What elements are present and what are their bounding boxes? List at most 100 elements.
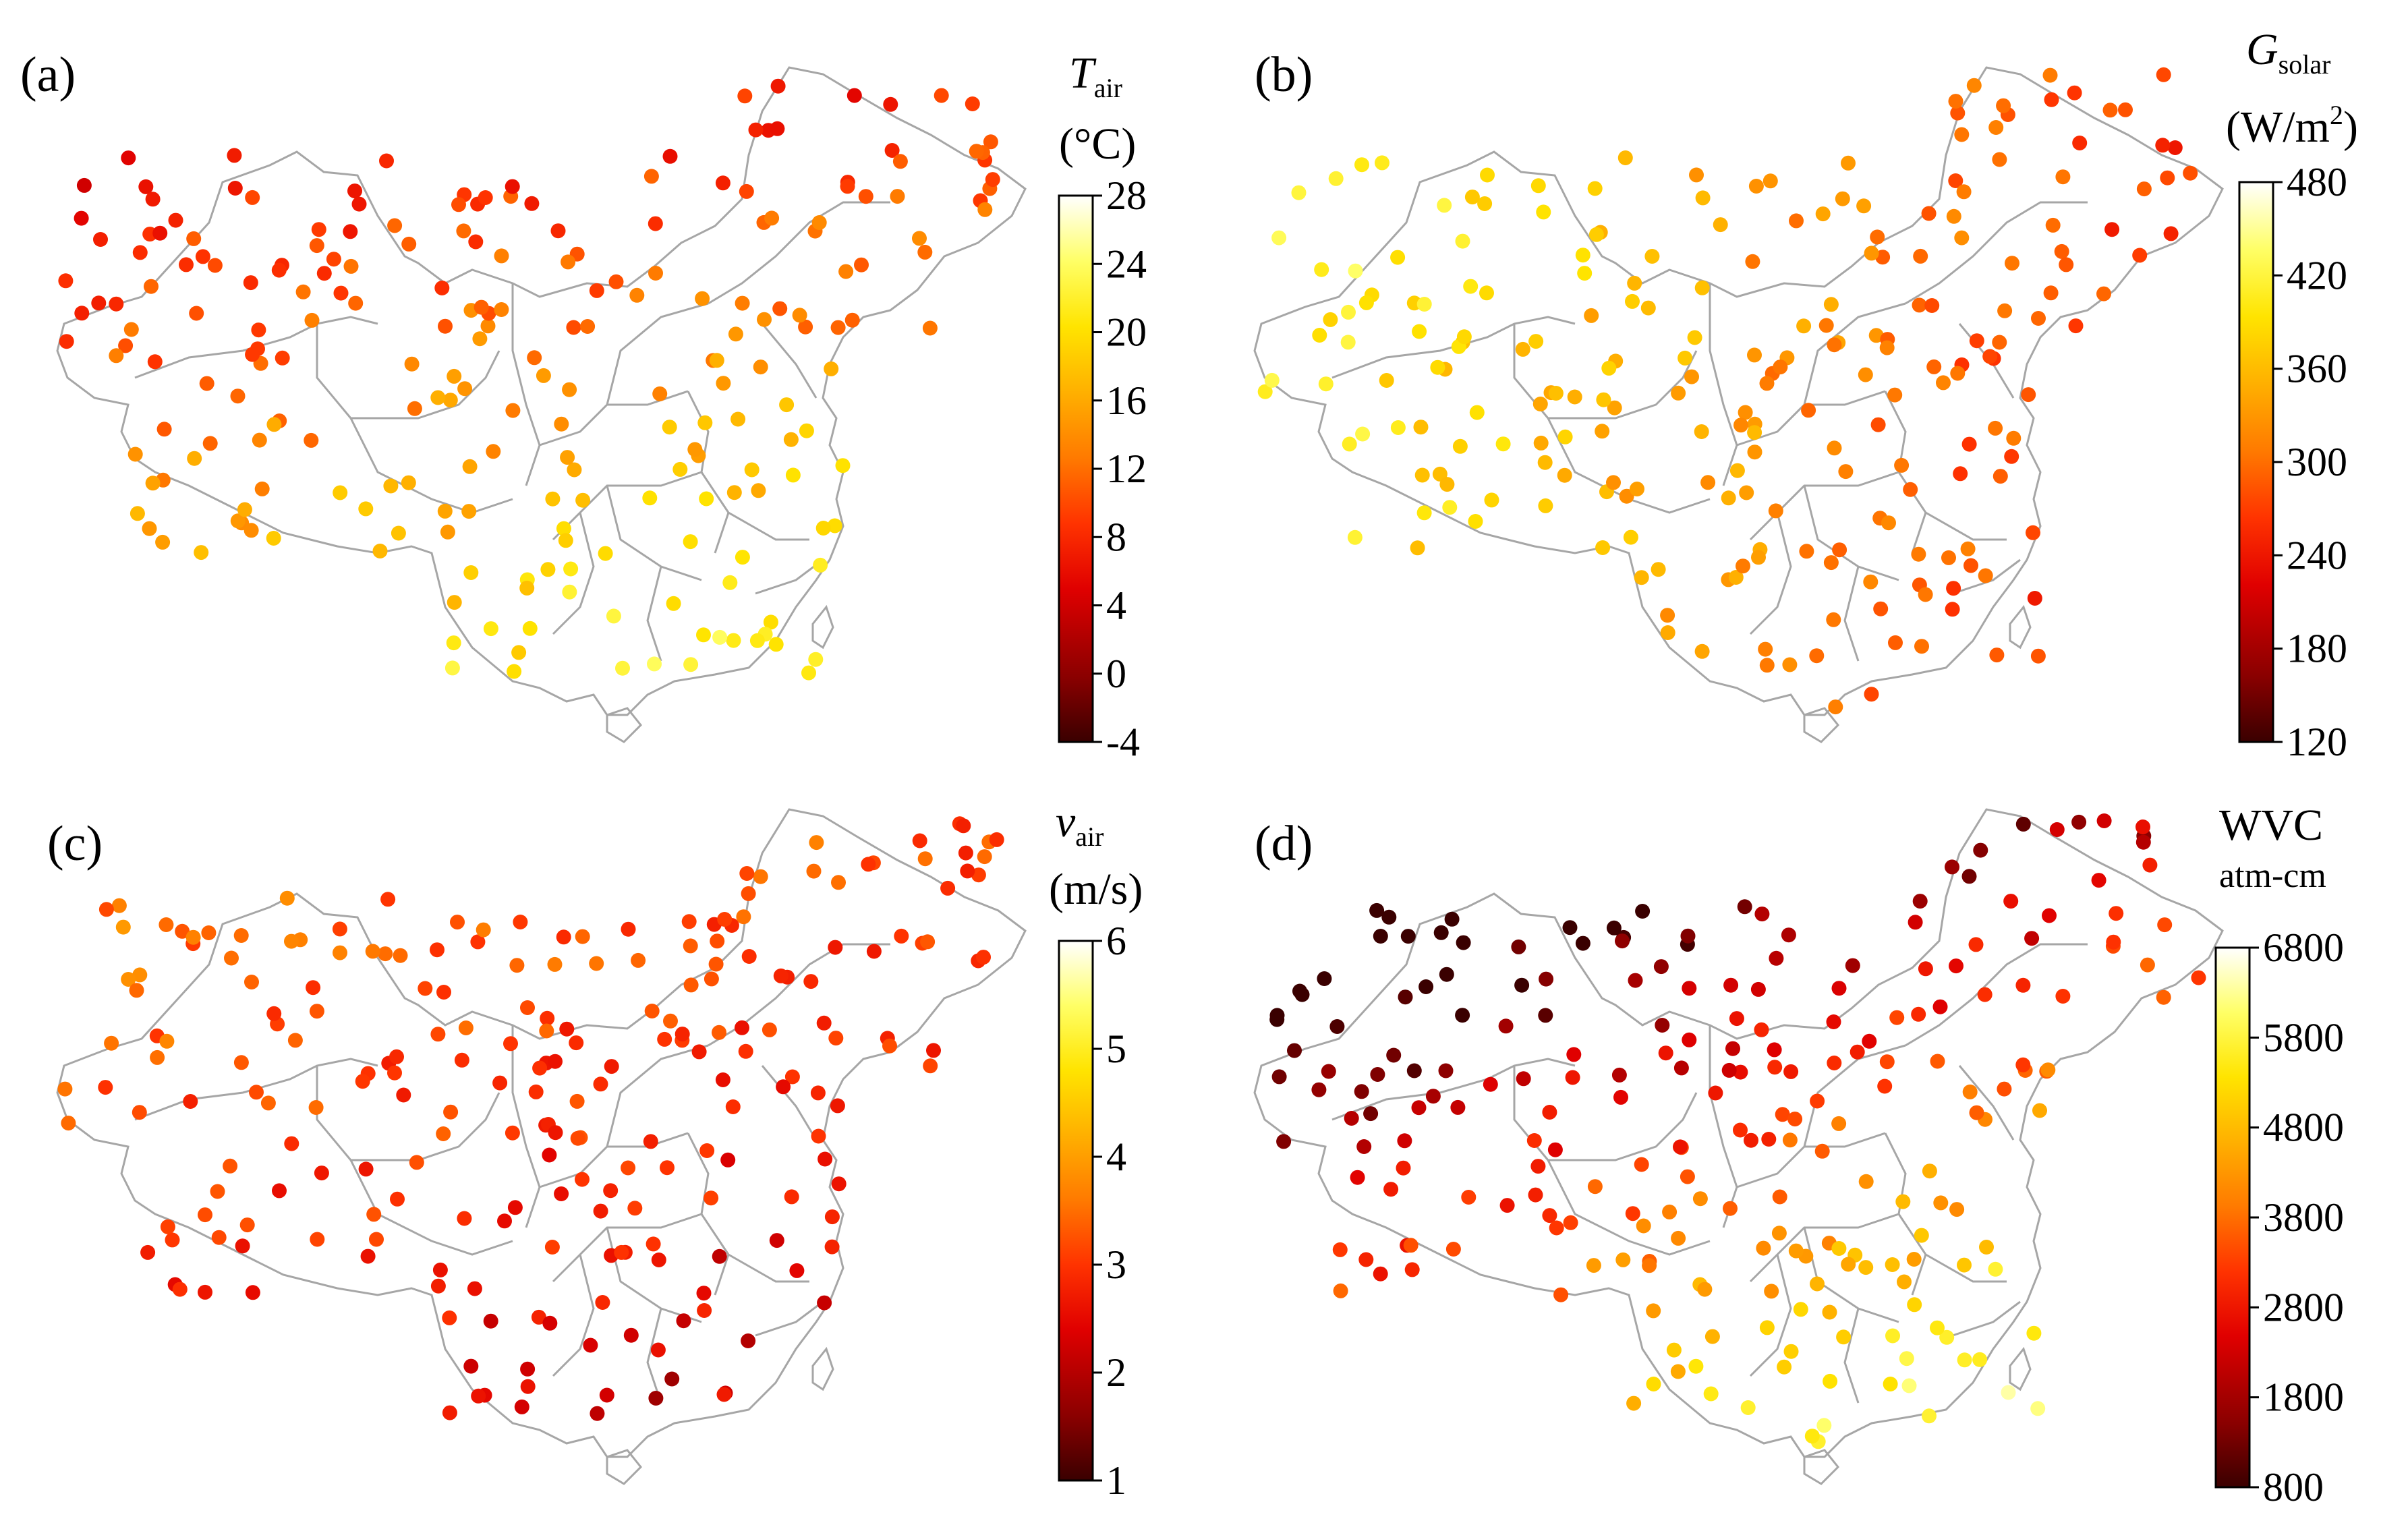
station-dot [1526,1133,1542,1148]
station-dot [2027,591,2042,606]
station-dot [1655,1018,1670,1033]
station-dot [1404,1262,1420,1277]
station-dot [1397,1133,1412,1149]
station-dot [252,432,267,448]
station-dot [2191,970,2206,985]
colorbar-c-title: vair [1056,797,1103,852]
station-dot [1877,1078,1893,1094]
colorbar-tick-label: 240 [2287,533,2347,577]
station-dot [461,504,477,519]
colorbar-tick-label: 180 [2287,627,2347,671]
station-dot [983,134,998,150]
colorbar-b: Gsolar (W/m2) 480 420 360 300 240 180 120 [2226,25,2358,764]
station-dot [1759,1320,1775,1335]
station-dot [540,1010,555,1026]
station-dot [768,637,784,652]
station-dot [430,390,446,405]
station-dot [326,252,341,267]
station-dot [404,356,420,372]
station-dot [1912,297,1927,313]
colorbar-tick-label: 4 [1106,583,1126,628]
station-dot [783,432,799,447]
station-dot [145,192,161,207]
station-dot [621,1160,636,1176]
colorbar-d-unit: atm-cm [2219,857,2326,895]
station-dot [365,944,380,959]
colorbar-d-title: WVC [2219,801,2323,850]
station-dot [657,1031,672,1047]
station-dot [2135,819,2150,834]
station-dot [478,190,493,205]
station-dot [681,914,697,929]
station-dot [1412,324,1427,339]
station-dot [757,312,772,327]
station-dot [227,181,243,196]
station-dot [1418,979,1434,994]
station-dot [1370,1067,1385,1082]
colorbar-tick-label: 5800 [2263,1015,2344,1060]
station-dot [744,462,759,478]
station-dot [152,225,168,241]
station-dot [1311,1082,1327,1097]
colorbar-tick-label: 20 [1106,310,1147,355]
station-dot [1889,1010,1905,1025]
station-dot [1625,293,1640,309]
station-dot [1658,1045,1673,1061]
station-dot [522,621,538,636]
station-dot [195,249,210,264]
station-dot [1662,1204,1678,1219]
station-dot [569,1093,585,1109]
station-dot [2055,169,2071,185]
colorbar-tick-label: 2 [1106,1350,1126,1395]
station-dot [2055,989,2071,1004]
station-dot [1862,1033,1877,1049]
station-dot [1827,440,1842,456]
station-dot [511,645,527,660]
station-dot [497,1213,512,1229]
station-dot [715,1072,730,1087]
station-dot [664,1371,680,1387]
station-dot [726,485,742,500]
station-dot [1885,1328,1900,1344]
station-dot [1269,1008,1285,1023]
station-dot [1723,1201,1738,1216]
station-dot [1586,1258,1601,1273]
station-dot [2096,286,2111,301]
station-dot [396,1087,411,1103]
station-dot [785,467,801,483]
station-dot [1689,167,1704,183]
station-dot [562,584,577,600]
station-dot [93,232,108,247]
station-dot [470,934,486,950]
station-dot [2118,102,2133,117]
station-dot [2030,1401,2046,1416]
station-dot [593,1076,608,1092]
station-dot [1759,658,1775,673]
colorbar-tick-label: 420 [2287,253,2347,297]
station-dot [934,88,949,103]
station-dot [524,196,540,211]
station-dot [432,1262,448,1277]
station-dot [1739,485,1754,500]
station-dot [1666,1342,1682,1358]
station-dot [715,175,730,191]
station-dot [1868,328,1884,343]
station-dot [824,361,839,376]
station-dot [266,417,282,432]
station-dot [1728,570,1744,585]
colorbar-c: vair (m/s) 6 5 4 3 2 1 [1049,797,1143,1503]
station-dot [513,915,528,929]
station-dot [539,1023,554,1039]
station-dot [237,502,252,517]
station-dot [450,915,465,930]
colorbar-c-unit: (m/s) [1049,865,1143,914]
station-dot [1899,1351,1914,1366]
station-dot [138,179,154,194]
station-dot [1445,1242,1461,1257]
station-dot [130,506,145,521]
station-dot [1969,333,1984,349]
station-dot [160,1219,175,1234]
station-dot [917,244,933,260]
station-dot [1350,1170,1365,1185]
station-dot [476,922,491,938]
